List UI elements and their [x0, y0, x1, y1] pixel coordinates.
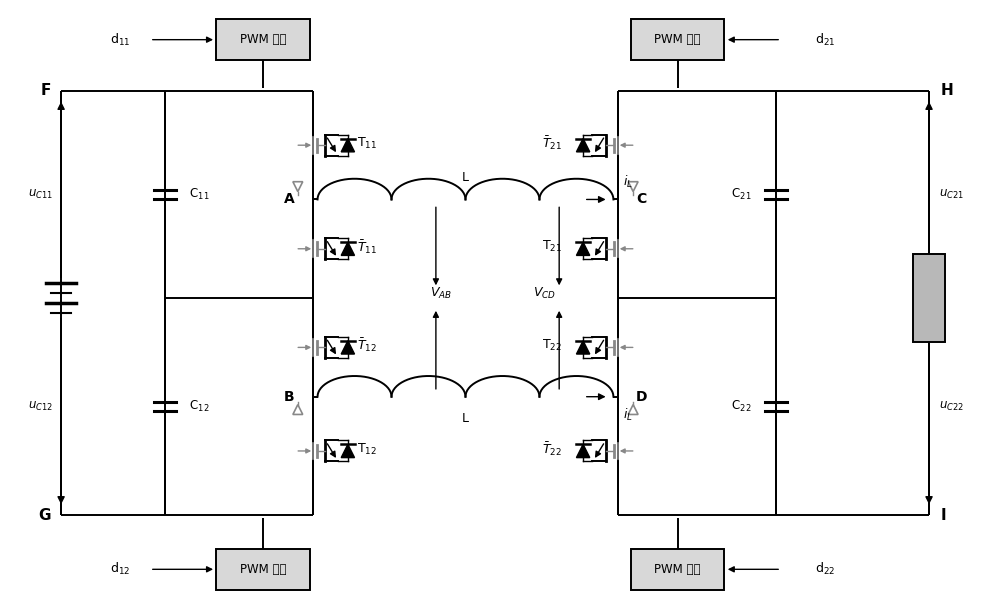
Text: $V_{AB}$: $V_{AB}$ [430, 286, 452, 301]
Text: G: G [39, 508, 51, 522]
Polygon shape [341, 340, 355, 354]
Text: d$_{22}$: d$_{22}$ [815, 561, 836, 578]
Text: C$_{1}$$_{1}$: C$_{1}$$_{1}$ [189, 187, 210, 202]
Polygon shape [576, 139, 590, 152]
Text: T$_{11}$: T$_{11}$ [357, 136, 377, 151]
Text: T$_{21}$: T$_{21}$ [542, 239, 562, 254]
Text: $u_{C21}$: $u_{C21}$ [939, 188, 964, 201]
Text: $V_{CD}$: $V_{CD}$ [533, 286, 556, 301]
Bar [631, 19, 724, 60]
Bar [216, 19, 310, 60]
Text: $u_{C22}$: $u_{C22}$ [939, 400, 964, 413]
Text: C$_{2}$$_{2}$: C$_{2}$$_{2}$ [731, 399, 752, 414]
Polygon shape [341, 242, 355, 255]
Text: $u_{C12}$: $u_{C12}$ [28, 400, 53, 413]
Polygon shape [576, 444, 590, 458]
Text: $\bar{T}_{11}$: $\bar{T}_{11}$ [357, 238, 377, 255]
Text: C$_{1}$$_{2}$: C$_{1}$$_{2}$ [189, 399, 210, 414]
Bar [216, 548, 310, 590]
Bar [631, 548, 724, 590]
Text: A: A [284, 193, 295, 207]
Text: C: C [636, 193, 646, 207]
Text: I: I [941, 508, 946, 522]
Text: PWM 调制: PWM 调制 [240, 563, 287, 576]
Polygon shape [341, 139, 355, 152]
Text: F: F [41, 83, 51, 98]
Text: D: D [636, 390, 648, 404]
Text: L: L [462, 412, 469, 425]
Text: d$_{12}$: d$_{12}$ [110, 561, 130, 578]
Text: H: H [941, 83, 954, 98]
Text: L: L [462, 171, 469, 184]
Text: d$_{11}$: d$_{11}$ [110, 32, 130, 47]
Text: $\bar{T}_{22}$: $\bar{T}_{22}$ [542, 440, 562, 458]
Bar [913, 254, 945, 342]
Polygon shape [576, 242, 590, 255]
Text: d$_{21}$: d$_{21}$ [815, 32, 836, 47]
Text: $i_{L}$: $i_{L}$ [623, 174, 633, 190]
Text: PWM 调制: PWM 调制 [654, 563, 701, 576]
Text: B: B [284, 390, 295, 404]
Text: $i_{L}$: $i_{L}$ [623, 406, 633, 423]
Text: $\bar{T}_{12}$: $\bar{T}_{12}$ [357, 337, 377, 354]
Text: $u_{C11}$: $u_{C11}$ [28, 188, 53, 201]
Text: T$_{12}$: T$_{12}$ [357, 441, 377, 457]
Polygon shape [576, 340, 590, 354]
Text: PWM 调制: PWM 调制 [654, 33, 701, 46]
Text: T$_{22}$: T$_{22}$ [542, 338, 562, 353]
Text: C$_{2}$$_{1}$: C$_{2}$$_{1}$ [731, 187, 752, 202]
Text: $\bar{T}_{21}$: $\bar{T}_{21}$ [542, 134, 562, 152]
Text: PWM 调制: PWM 调制 [240, 33, 287, 46]
Polygon shape [341, 444, 355, 458]
